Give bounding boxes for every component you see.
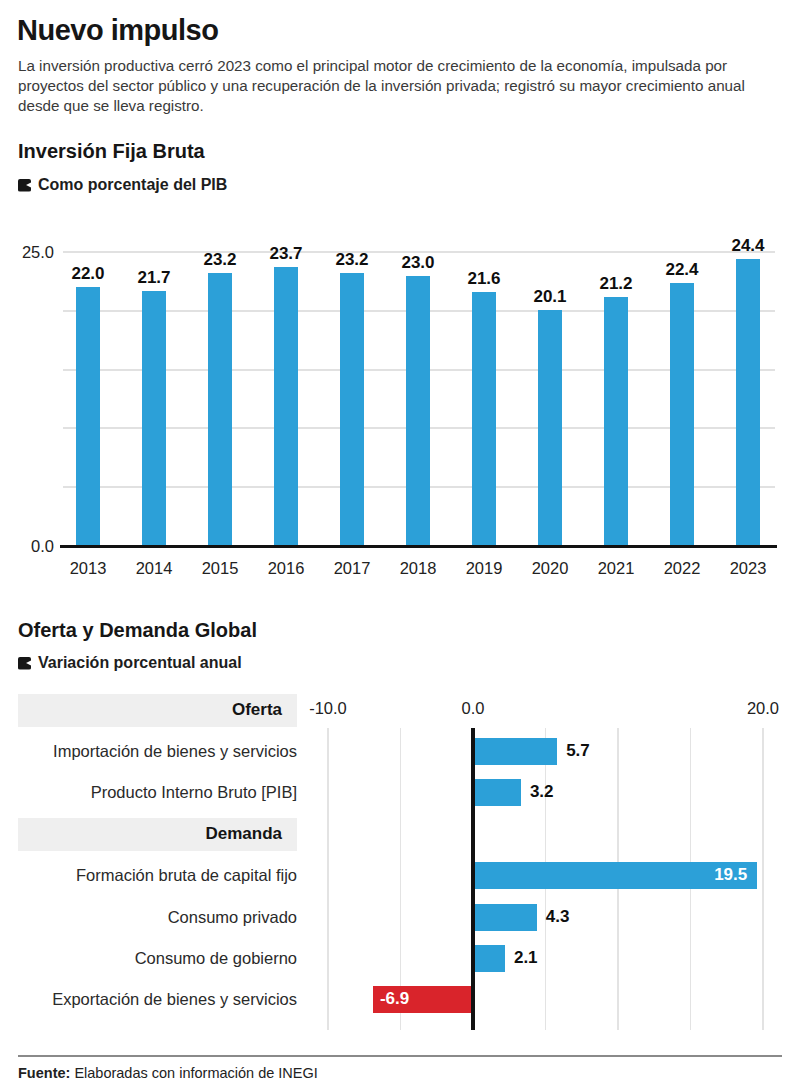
chart1-legend: Como porcentaje del PIB <box>18 176 227 194</box>
x-tick-0: 0.0 <box>441 699 505 718</box>
value-label-2022: 22.4 <box>650 260 714 280</box>
chart2-legend: Variación porcentual anual <box>18 654 242 672</box>
value-label-2013: 22.0 <box>56 264 120 284</box>
bar-value-label: 2.1 <box>514 948 538 968</box>
x-tick-2013: 2013 <box>56 559 120 578</box>
bar-producto-interno-bruto-pib- <box>475 779 521 806</box>
source-text: Elaboradas con información de INEGI <box>70 1065 317 1081</box>
gridline-x--5 <box>400 728 402 1030</box>
chart1-title: Inversión Fija Bruta <box>18 140 205 163</box>
x-tick-2014: 2014 <box>122 559 186 578</box>
bar-value-label: 5.7 <box>566 741 590 761</box>
value-label-2019: 21.6 <box>452 269 516 289</box>
group-header-demanda: Demanda <box>18 825 282 842</box>
bar-2021 <box>604 297 628 546</box>
chart1-legend-label: Como porcentaje del PIB <box>38 176 227 194</box>
x-tick--10: -10.0 <box>296 699 360 718</box>
bar-2022 <box>670 283 694 546</box>
x-tick-2018: 2018 <box>386 559 450 578</box>
source-prefix: Fuente: <box>18 1065 70 1081</box>
value-label-2016: 23.7 <box>254 244 318 264</box>
y-tick-25: 25.0 <box>10 243 54 262</box>
x-tick-2016: 2016 <box>254 559 318 578</box>
group-header-oferta: Oferta <box>18 701 282 718</box>
bar-2016 <box>274 267 298 546</box>
row-label: Consumo de gobierno <box>18 949 297 968</box>
row-label: Consumo privado <box>18 908 297 927</box>
source-line: Fuente: Elaboradas con información de IN… <box>18 1065 318 1081</box>
bar-2014 <box>142 291 166 546</box>
bar-value-label: 4.3 <box>546 907 570 927</box>
x-tick-2017: 2017 <box>320 559 384 578</box>
legend-square-icon <box>18 657 31 670</box>
value-label-2021: 21.2 <box>584 274 648 294</box>
value-label-2018: 23.0 <box>386 253 450 273</box>
bar-value-label: 19.5 <box>699 865 747 885</box>
bar-2023 <box>736 259 760 546</box>
x-tick-2020: 2020 <box>518 559 582 578</box>
infographic-page: Nuevo impulso La inversión productiva ce… <box>0 0 800 1091</box>
value-label-2014: 21.7 <box>122 268 186 288</box>
row-label: Formación bruta de capital fijo <box>18 866 297 885</box>
x-tick-2023: 2023 <box>716 559 780 578</box>
zero-axis-line <box>471 728 475 1030</box>
bar-2015 <box>208 273 232 546</box>
footer-divider <box>18 1055 782 1057</box>
bar-2019 <box>472 292 496 546</box>
value-label-2017: 23.2 <box>320 250 384 270</box>
x-axis-line <box>60 545 777 548</box>
x-tick-2015: 2015 <box>188 559 252 578</box>
chart2-title: Oferta y Demanda Global <box>18 619 257 642</box>
x-tick-2022: 2022 <box>650 559 714 578</box>
y-tick-0: 0.0 <box>10 537 54 556</box>
intro-paragraph: La inversión productiva cerró 2023 como … <box>18 56 786 116</box>
page-title: Nuevo impulso <box>17 14 218 47</box>
bar-value-label: 3.2 <box>530 782 554 802</box>
chart2-legend-label: Variación porcentual anual <box>38 654 242 672</box>
gridline-x--10 <box>327 728 329 1030</box>
bar-consumo-privado <box>475 904 537 931</box>
bar-2017 <box>340 273 364 546</box>
gridline-x-20 <box>762 728 764 1030</box>
row-label: Importación de bienes y servicios <box>18 742 297 761</box>
value-label-2023: 24.4 <box>716 236 780 256</box>
value-label-2015: 23.2 <box>188 250 252 270</box>
bar-2013 <box>76 287 100 546</box>
x-tick-20: 20.0 <box>731 699 795 718</box>
row-label: Exportación de bienes y servicios <box>18 990 297 1009</box>
row-label: Producto Interno Bruto [PIB] <box>18 783 297 802</box>
x-tick-2019: 2019 <box>452 559 516 578</box>
bar-importaci-n-de-bienes-y-servicios <box>475 738 558 765</box>
bar-value-label: -6.9 <box>380 989 409 1009</box>
bar-consumo-de-gobierno <box>475 945 505 972</box>
bar-2018 <box>406 276 430 546</box>
bar-2020 <box>538 310 562 546</box>
legend-square-icon <box>18 179 31 192</box>
value-label-2020: 20.1 <box>518 287 582 307</box>
x-tick-2021: 2021 <box>584 559 648 578</box>
